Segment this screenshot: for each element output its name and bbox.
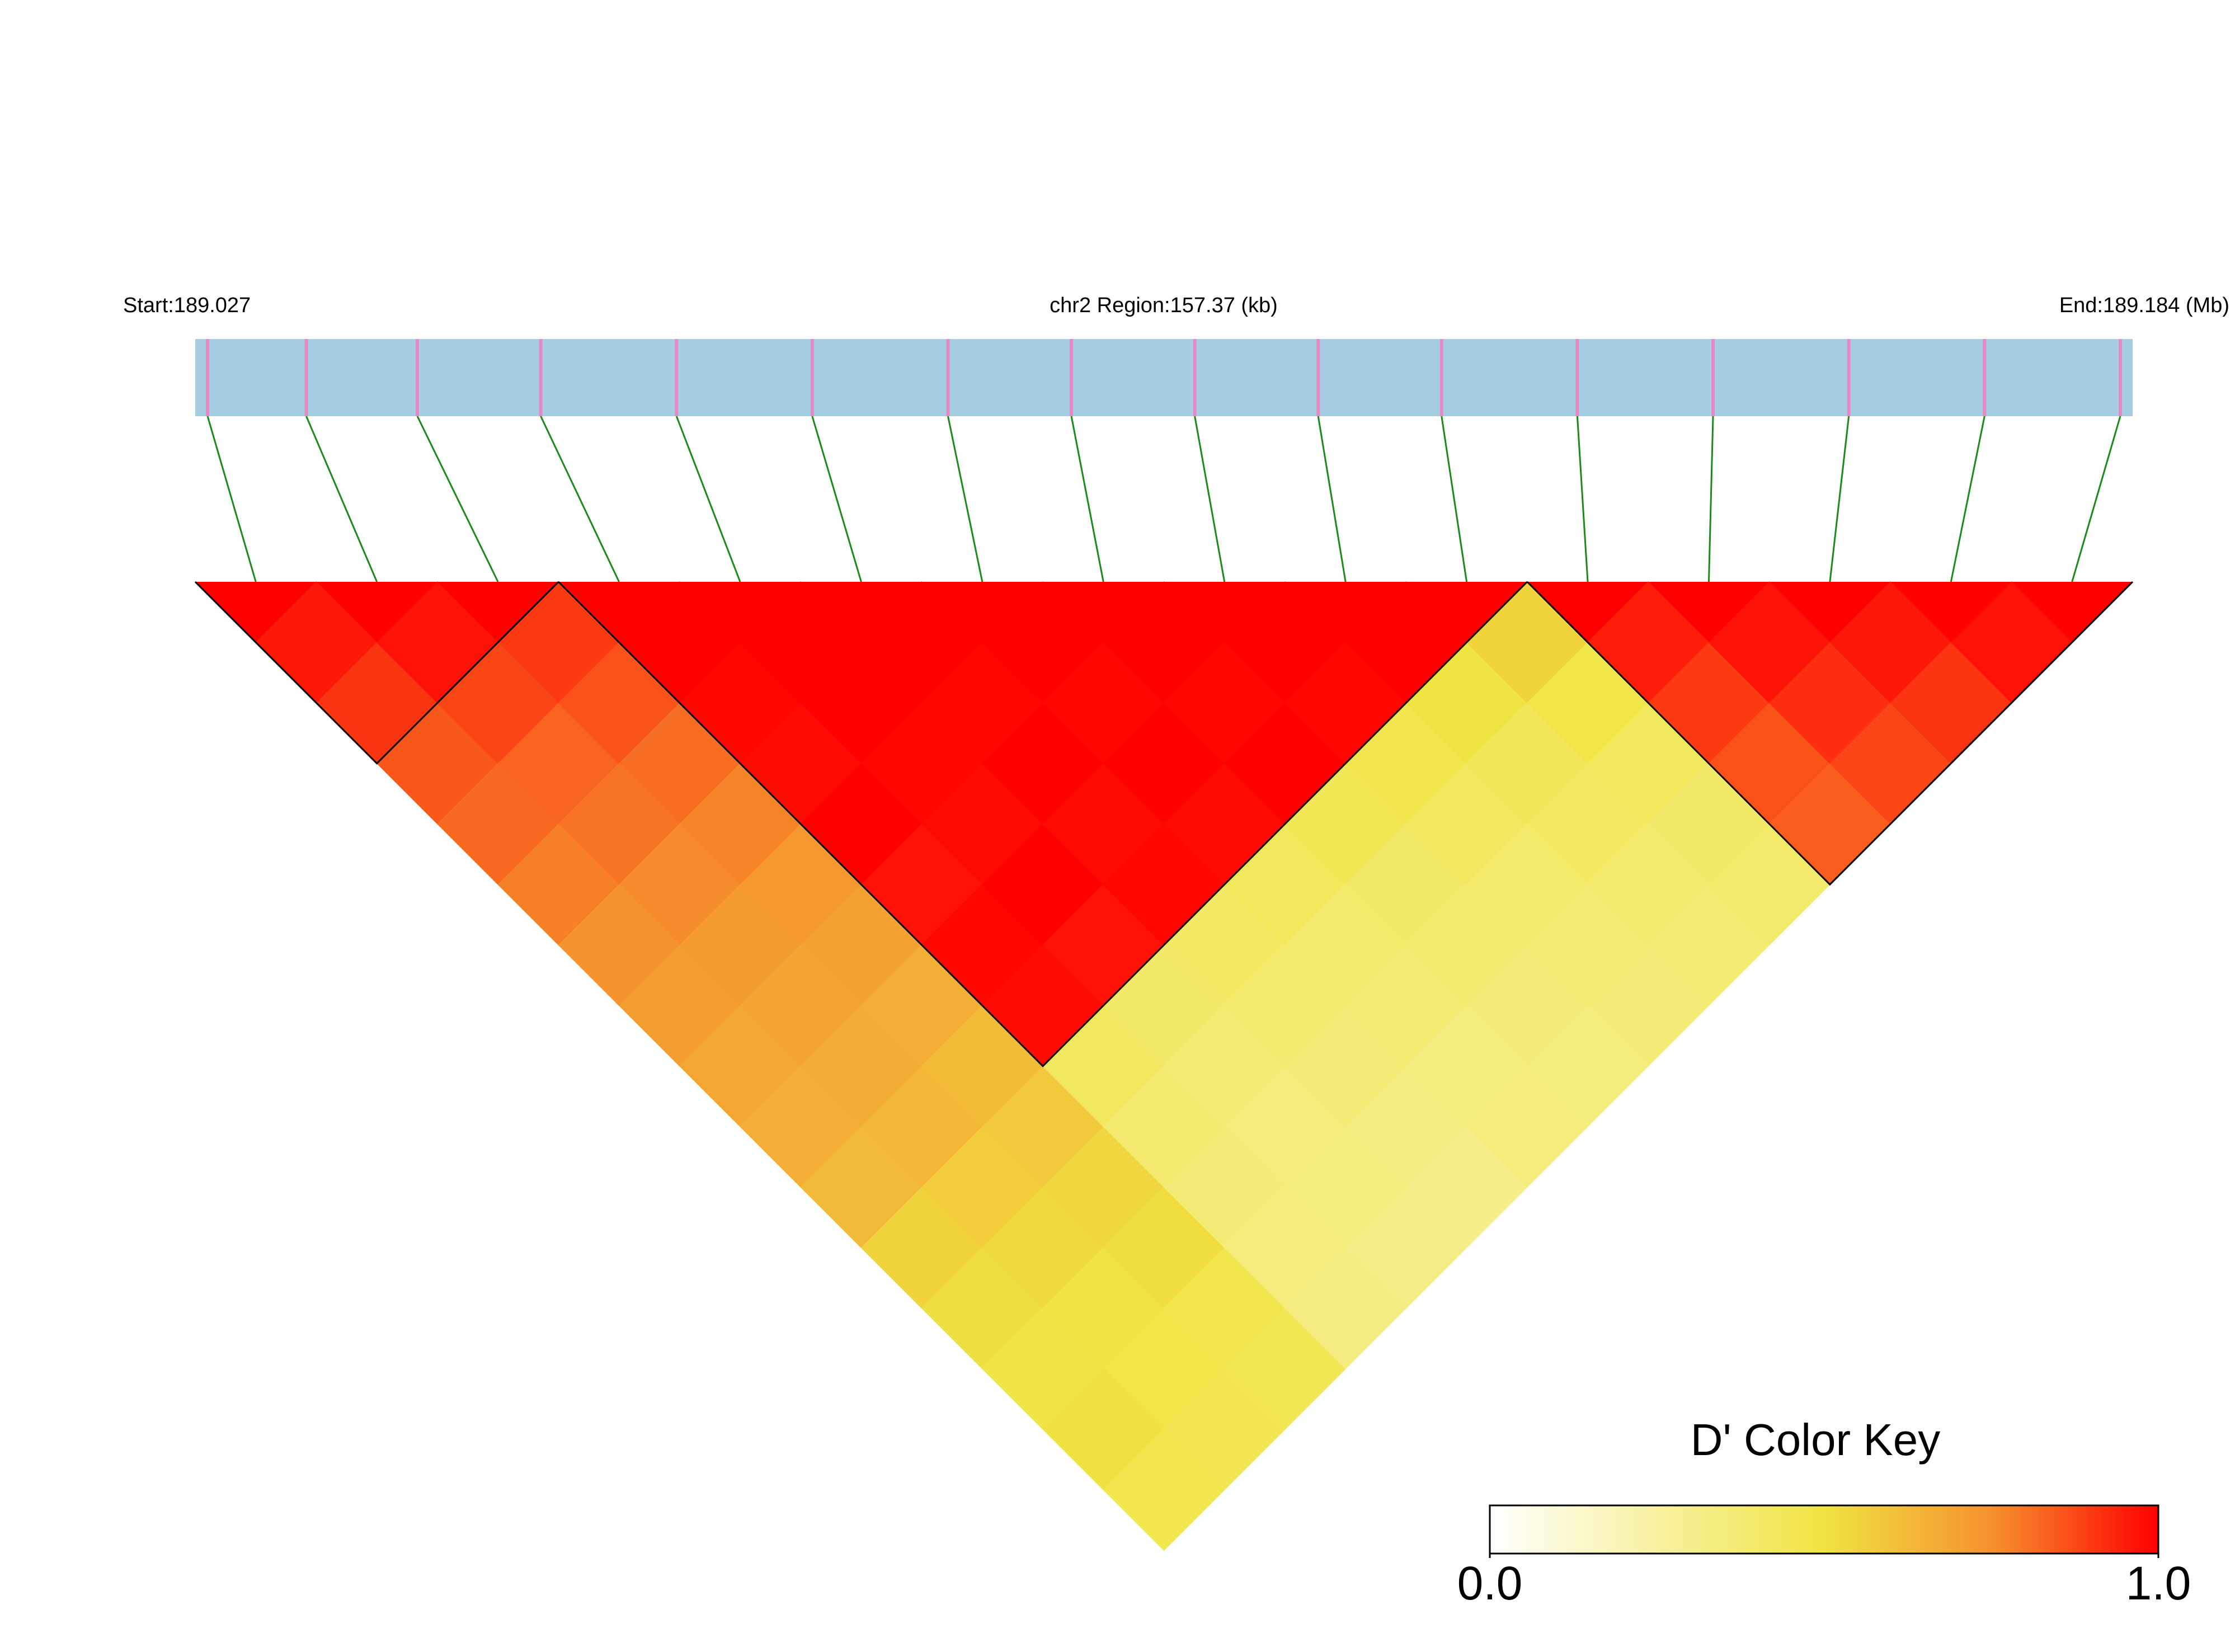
- diagonal-cell: [1890, 582, 2012, 643]
- snp-link: [416, 416, 499, 582]
- key-title: D' Color Key: [1691, 1415, 1941, 1465]
- diagonal-cell: [437, 582, 559, 643]
- snp-link: [811, 416, 862, 582]
- snp-link: [1950, 416, 1985, 582]
- diagonal-cell: [195, 582, 317, 643]
- snp-track: [195, 339, 2133, 416]
- diagonal-cell: [679, 582, 801, 643]
- key-tick-label: 0.0: [1457, 1557, 1523, 1609]
- snp-link: [1576, 416, 1589, 582]
- snp-link: [675, 416, 741, 582]
- diagonal-cell: [921, 582, 1043, 643]
- block-outline: [194, 581, 559, 765]
- snp-link: [1317, 416, 1347, 582]
- snp-link: [947, 416, 984, 582]
- snp-link: [206, 416, 257, 582]
- diagonal-cell: [316, 582, 437, 643]
- diagonal-cell: [1648, 582, 1770, 643]
- snp-link: [2071, 416, 2121, 582]
- snp-link: [1707, 416, 1714, 582]
- diagonal-cell: [1043, 582, 1164, 643]
- snp-link: [1070, 416, 1104, 582]
- region-label: chr2 Region:157.37 (kb): [1050, 294, 1278, 317]
- diagonal-cell: [1527, 582, 1649, 643]
- snp-link: [1441, 416, 1468, 582]
- diagonal-cell: [2011, 582, 2133, 643]
- diagonal-cell: [1164, 582, 1285, 643]
- snp-link: [305, 416, 378, 582]
- diagonal-cell: [1406, 582, 1527, 643]
- diagonal-cell: [1769, 582, 1891, 643]
- color-key: [1489, 1504, 2159, 1555]
- block-outline: [1526, 581, 2134, 886]
- snp-link: [1194, 416, 1226, 582]
- snp-link: [540, 416, 620, 582]
- diagonal-cell: [801, 582, 922, 643]
- diagonal-cell: [1284, 582, 1406, 643]
- block-outline: [558, 581, 1528, 1067]
- key-tick-label: 1.0: [2126, 1557, 2191, 1609]
- diagonal-cell: [558, 582, 680, 643]
- snp-link: [1829, 416, 1850, 582]
- end-label: End:189.184 (Mb): [2059, 294, 2229, 317]
- start-label: Start:189.027: [123, 294, 251, 317]
